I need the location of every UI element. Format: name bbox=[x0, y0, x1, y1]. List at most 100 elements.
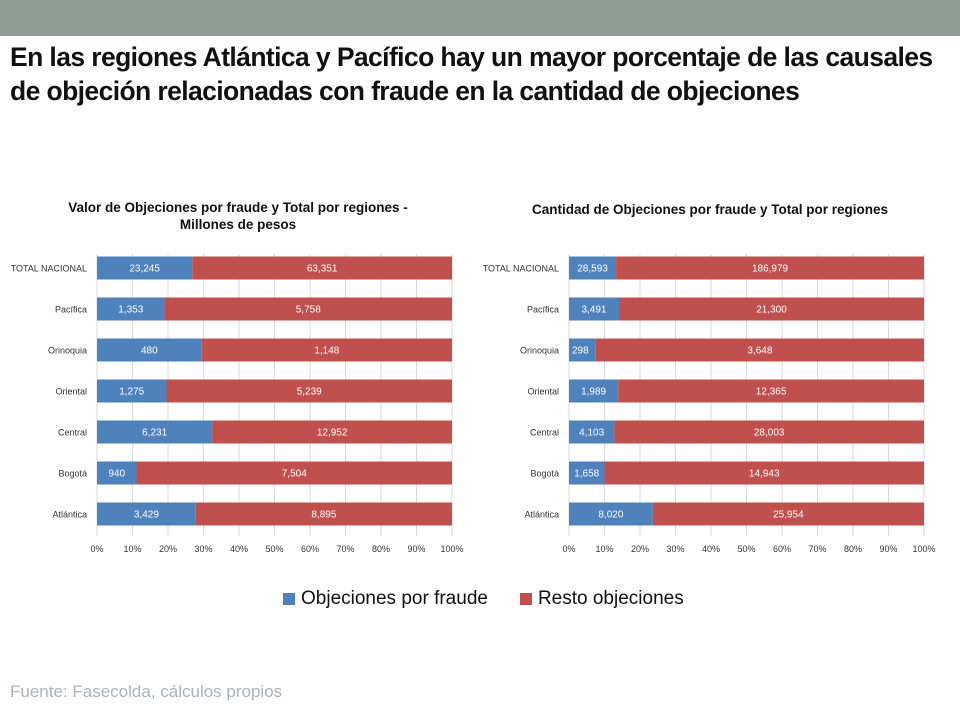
chart-title-cantidad: Cantidad de Objeciones por fraude y Tota… bbox=[531, 202, 889, 217]
x-tick-label: 0% bbox=[90, 544, 103, 554]
bar-resto-oriental bbox=[166, 379, 452, 403]
category-label: Central bbox=[58, 428, 87, 438]
bar-fraude-orinoquia bbox=[569, 338, 596, 362]
data-label: 4,103 bbox=[579, 428, 604, 439]
legend-label-resto: Resto objeciones bbox=[537, 588, 684, 609]
bar-resto-total-nacional bbox=[192, 256, 453, 280]
x-tick-label: 70% bbox=[808, 544, 826, 554]
x-tick-label: 50% bbox=[265, 544, 283, 554]
x-tick-label: 30% bbox=[194, 544, 212, 554]
chart-legend: Objeciones por fraude Resto objeciones bbox=[283, 586, 716, 612]
data-label: 8,895 bbox=[311, 510, 336, 521]
category-label: TOTAL NACIONAL bbox=[11, 264, 87, 274]
data-label: 3,491 bbox=[581, 305, 606, 316]
category-label: Central bbox=[530, 428, 559, 438]
data-label: 480 bbox=[141, 346, 158, 357]
bar-resto-atlantica bbox=[652, 502, 924, 526]
category-label: Orinoquia bbox=[48, 346, 87, 356]
slide-headline: En las regiones Atlántica y Pacífico hay… bbox=[10, 42, 933, 106]
x-tick-label: 100% bbox=[912, 544, 935, 554]
category-label: Orinoquia bbox=[520, 346, 559, 356]
bar-fraude-total-nacional bbox=[569, 256, 617, 280]
data-label: 12,365 bbox=[756, 387, 787, 398]
legend-swatch-fraude bbox=[283, 593, 295, 605]
legend-item-fraude: Objeciones por fraude bbox=[283, 588, 488, 610]
x-tick-label: 90% bbox=[407, 544, 425, 554]
chart-title-valor: Valor de Objeciones por fraude y Total p… bbox=[68, 200, 408, 232]
bar-resto-oriental bbox=[618, 379, 924, 403]
data-label: 1,275 bbox=[119, 387, 144, 398]
x-tick-label: 50% bbox=[737, 544, 755, 554]
bar-resto-atlantica bbox=[195, 502, 452, 526]
chart-valor-objeciones: 0% 10% 20% 30% 40% 50% 60% 70% 80% 90% 100% 23,245 6… bbox=[11, 254, 464, 554]
data-label: 3,648 bbox=[747, 346, 772, 357]
data-label: 1,989 bbox=[581, 387, 606, 398]
chart-cantidad-objeciones: 0% 10% 20% 30% 40% 50% 60% 70% 80% 90% 100% 28,593 1… bbox=[483, 254, 936, 554]
x-tick-label: 40% bbox=[230, 544, 248, 554]
bar-resto-central bbox=[212, 420, 452, 444]
data-label: 940 bbox=[108, 469, 125, 480]
bar-resto-bogota bbox=[604, 461, 924, 485]
bar-resto-orinoquia bbox=[595, 338, 924, 362]
category-label: Atlántica bbox=[52, 510, 87, 520]
bar-fraude-central bbox=[569, 420, 615, 444]
bar-fraude-oriental bbox=[569, 379, 619, 403]
bar-fraude-atlantica bbox=[97, 502, 196, 526]
x-tick-label: 10% bbox=[123, 544, 141, 554]
data-label: 5,758 bbox=[296, 305, 321, 316]
data-label: 12,952 bbox=[317, 428, 348, 439]
category-label: Bogotá bbox=[58, 469, 87, 479]
data-label: 14,943 bbox=[749, 469, 780, 480]
category-label: Oriental bbox=[55, 387, 87, 397]
x-tick-label: 20% bbox=[159, 544, 177, 554]
category-label: Bogotá bbox=[530, 469, 559, 479]
bar-fraude-total-nacional bbox=[97, 256, 193, 280]
data-label: 21,300 bbox=[756, 305, 787, 316]
bar-fraude-bogota bbox=[569, 461, 605, 485]
bar-fraude-pacifica bbox=[97, 297, 165, 321]
bar-fraude-bogota bbox=[97, 461, 137, 485]
legend-swatch-resto bbox=[519, 593, 532, 605]
data-label: 63,351 bbox=[307, 264, 338, 275]
x-tick-label: 20% bbox=[631, 544, 649, 554]
bar-resto-pacifica bbox=[618, 297, 924, 321]
bar-resto-bogota bbox=[136, 461, 453, 485]
x-tick-label: 60% bbox=[773, 544, 791, 554]
bar-resto-central bbox=[614, 420, 924, 444]
bar-fraude-pacifica bbox=[569, 297, 619, 321]
bar-fraude-atlantica bbox=[569, 502, 653, 526]
data-label: 25,954 bbox=[773, 510, 804, 521]
legend-label-fraude: Objeciones por fraude bbox=[301, 588, 488, 609]
x-tick-label: 90% bbox=[879, 544, 897, 554]
category-label: TOTAL NACIONAL bbox=[483, 264, 559, 274]
x-tick-label: 70% bbox=[336, 544, 354, 554]
bar-resto-pacifica bbox=[164, 297, 452, 321]
source-note: Fuente: Fasecolda, cálculos propios bbox=[10, 682, 283, 701]
x-tick-label: 80% bbox=[372, 544, 390, 554]
bar-fraude-central bbox=[97, 420, 213, 444]
data-label: 1,353 bbox=[118, 305, 143, 316]
data-label: 5,239 bbox=[297, 387, 322, 398]
header-band bbox=[0, 0, 960, 36]
x-tick-label: 10% bbox=[595, 544, 613, 554]
data-label: 298 bbox=[572, 346, 589, 357]
bar-resto-orinoquia bbox=[201, 338, 452, 362]
category-label: Oriental bbox=[527, 387, 559, 397]
data-label: 28,003 bbox=[754, 428, 785, 439]
x-tick-label: 0% bbox=[562, 544, 575, 554]
data-label: 6,231 bbox=[142, 428, 167, 439]
x-tick-label: 30% bbox=[666, 544, 684, 554]
bar-resto-total-nacional bbox=[616, 256, 924, 280]
x-tick-label: 100% bbox=[440, 544, 463, 554]
category-label: Pacífica bbox=[55, 305, 87, 315]
data-label: 1,148 bbox=[314, 346, 339, 357]
x-tick-label: 40% bbox=[702, 544, 720, 554]
data-label: 1,658 bbox=[574, 469, 599, 480]
category-label: Pacífica bbox=[527, 305, 559, 315]
data-label: 28,593 bbox=[577, 264, 608, 275]
x-tick-label: 80% bbox=[844, 544, 862, 554]
category-label: Atlántica bbox=[524, 510, 559, 520]
data-label: 7,504 bbox=[282, 469, 307, 480]
data-label: 8,020 bbox=[598, 510, 623, 521]
data-label: 23,245 bbox=[129, 264, 160, 275]
